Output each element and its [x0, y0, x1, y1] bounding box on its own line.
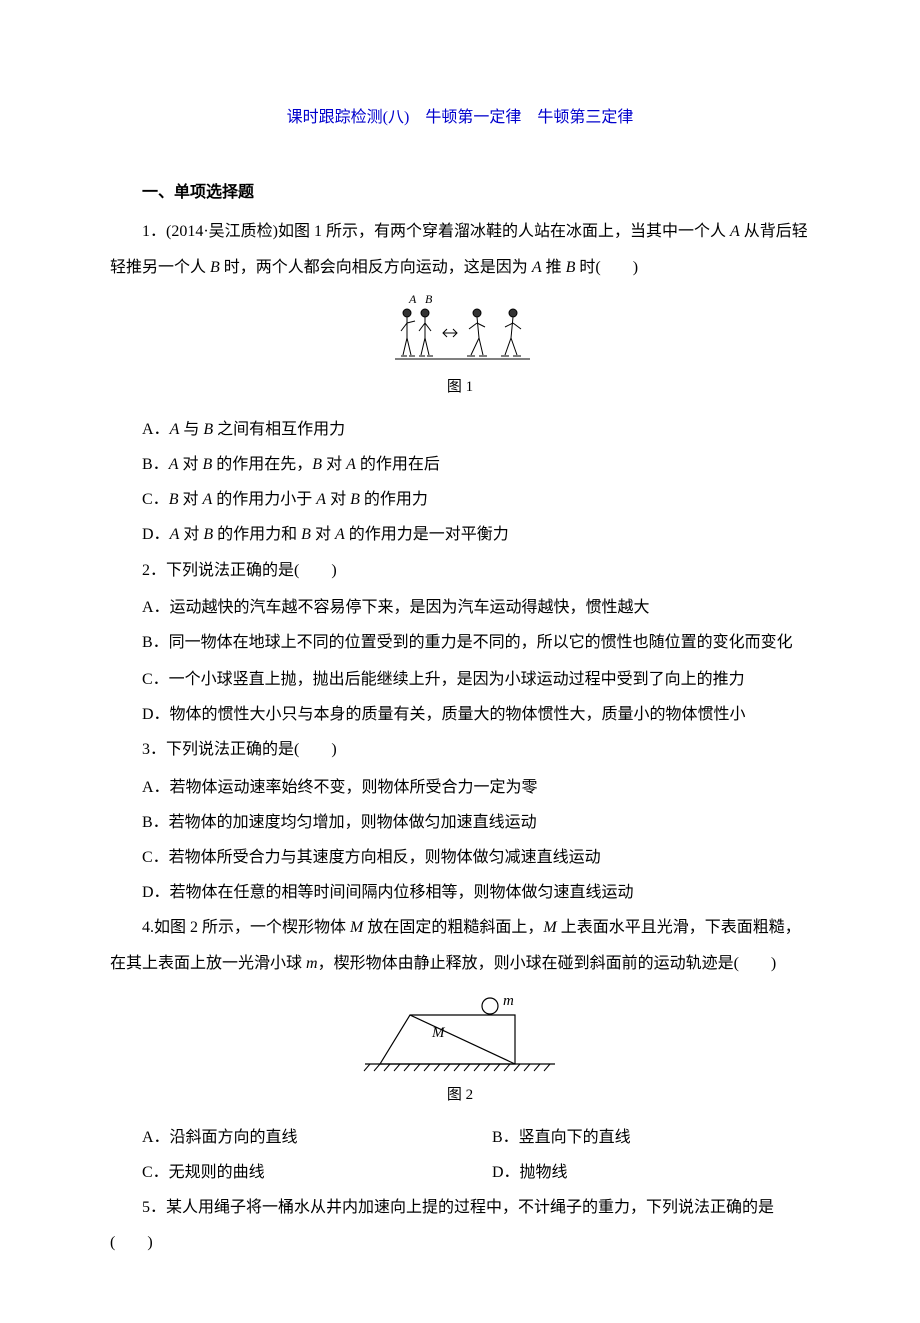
- q1b-t2: 的作用在先，: [212, 456, 312, 473]
- q1b-t3: 对: [322, 456, 346, 473]
- svg-text:A: A: [408, 293, 417, 306]
- figure-1: A B: [110, 293, 810, 404]
- q1a-i1: A: [170, 421, 180, 438]
- q1c-t2: 的作用力小于: [212, 491, 316, 508]
- q1b-t1: 对: [178, 456, 202, 473]
- q1b-pre: B．: [142, 456, 169, 473]
- label-m: m: [503, 993, 514, 1009]
- q2-opt-c: C．一个小球竖直上抛，抛出后能继续上升，是因为小球运动过程中受到了向上的推力: [110, 662, 810, 697]
- q1-B1: B: [210, 259, 220, 276]
- svg-text:B: B: [425, 293, 433, 306]
- q1-opt-b: B．A 对 B 的作用在先，B 对 A 的作用在后: [110, 447, 810, 482]
- q4-opt-d: D．抛物线: [460, 1155, 810, 1190]
- q4-opt-a: A．沿斜面方向的直线: [110, 1120, 460, 1155]
- q1b-i4: A: [346, 456, 356, 473]
- q4-M1: M: [350, 919, 363, 936]
- q1c-t3: 对: [326, 491, 350, 508]
- q1d-pre: D．: [142, 526, 170, 543]
- q1c-t1: 对: [178, 491, 202, 508]
- q1-B2: B: [566, 259, 576, 276]
- q1d-t1: 对: [179, 526, 203, 543]
- q1-A1: A: [730, 223, 740, 240]
- q3-opt-a: A．若物体运动速率始终不变，则物体所受合力一定为零: [110, 770, 810, 805]
- q4-options-row1: A．沿斜面方向的直线 B．竖直向下的直线: [110, 1120, 810, 1155]
- q1d-i3: B: [301, 526, 311, 543]
- q4-m: m: [306, 955, 318, 972]
- q1d-i4: A: [335, 526, 345, 543]
- q4-stem: 4.如图 2 所示，一个楔形物体 M 放在固定的粗糙斜面上，M 上表面水平且光滑…: [110, 910, 810, 980]
- q1b-i1: A: [169, 456, 179, 473]
- q1a-mid: 与: [179, 421, 203, 438]
- figure-2-caption: 图 2: [110, 1079, 810, 1112]
- q1b-i2: B: [202, 456, 212, 473]
- q3-opt-b: B．若物体的加速度均匀增加，则物体做匀加速直线运动: [110, 805, 810, 840]
- q4-opt-b: B．竖直向下的直线: [460, 1120, 810, 1155]
- q3-opt-c: C．若物体所受合力与其速度方向相反，则物体做匀减速直线运动: [110, 840, 810, 875]
- q4-pre: 4.如图 2 所示，一个楔形物体: [142, 919, 350, 936]
- q4-M2: M: [543, 919, 556, 936]
- q1d-t3: 对: [311, 526, 335, 543]
- q2-opt-b: B．同一物体在地球上不同的位置受到的重力是不同的，所以它的惯性也随位置的变化而变…: [110, 625, 810, 660]
- q1b-i3: B: [312, 456, 322, 473]
- figure-2-svg: M m: [350, 989, 570, 1079]
- q1-opt-c: C．B 对 A 的作用力小于 A 对 B 的作用力: [110, 482, 810, 517]
- q1a-pre: A．: [142, 421, 170, 438]
- q1a-i2: B: [203, 421, 213, 438]
- q4-options-row2: C．无规则的曲线 D．抛物线: [110, 1155, 810, 1190]
- q1c-i2: A: [202, 491, 212, 508]
- section-heading-1: 一、单项选择题: [110, 175, 810, 210]
- q1a-post: 之间有相互作用力: [213, 421, 345, 438]
- q3-stem: 3．下列说法正确的是( ): [110, 732, 810, 767]
- q1-stem-pre: 1．(2014·吴江质检)如图 1 所示，有两个穿着溜冰鞋的人站在冰面上，当其中…: [142, 223, 730, 240]
- q4-opt-c: C．无规则的曲线: [110, 1155, 460, 1190]
- q2-opt-d: D．物体的惯性大小只与本身的质量有关，质量大的物体惯性大，质量小的物体惯性小: [110, 697, 810, 732]
- q1d-i2: B: [203, 526, 213, 543]
- q1c-i1: B: [169, 491, 179, 508]
- q4-t1: 放在固定的粗糙斜面上，: [363, 919, 543, 936]
- q1-opt-d: D．A 对 B 的作用力和 B 对 A 的作用力是一对平衡力: [110, 517, 810, 552]
- figure-2: M m 图 2: [110, 989, 810, 1112]
- q1d-t4: 的作用力是一对平衡力: [345, 526, 509, 543]
- q4-t3: ，楔形物体由静止释放，则小球在碰到斜面前的运动轨迹是( ): [318, 955, 777, 972]
- q1d-t2: 的作用力和: [213, 526, 301, 543]
- q1c-pre: C．: [142, 491, 169, 508]
- q3-opt-d: D．若物体在任意的相等时间间隔内位移相等，则物体做匀速直线运动: [110, 875, 810, 910]
- label-M: M: [431, 1025, 446, 1041]
- q1-A2: A: [532, 259, 542, 276]
- q1-push-post: 时( ): [575, 259, 638, 276]
- q1b-t4: 的作用在后: [356, 456, 440, 473]
- q1c-i4: B: [350, 491, 360, 508]
- q1c-t4: 的作用力: [360, 491, 428, 508]
- figure-1-svg: A B: [385, 293, 535, 371]
- q1c-i3: A: [316, 491, 326, 508]
- page-title: 课时跟踪检测(八) 牛顿第一定律 牛顿第三定律: [110, 100, 810, 135]
- q1-push-pre: 推: [542, 259, 566, 276]
- figure-1-caption: 图 1: [110, 371, 810, 404]
- q1-post1: 时，两个人都会向相反方向运动，这是因为: [220, 259, 532, 276]
- q5-stem: 5．某人用绳子将一桶水从井内加速向上提的过程中，不计绳子的重力，下列说法正确的是…: [110, 1190, 810, 1260]
- q1-opt-a: A．A 与 B 之间有相互作用力: [110, 412, 810, 447]
- q2-opt-a: A．运动越快的汽车越不容易停下来，是因为汽车运动得越快，惯性越大: [110, 590, 810, 625]
- q1d-i1: A: [170, 526, 180, 543]
- q1-stem: 1．(2014·吴江质检)如图 1 所示，有两个穿着溜冰鞋的人站在冰面上，当其中…: [110, 214, 810, 284]
- q2-stem: 2．下列说法正确的是( ): [110, 553, 810, 588]
